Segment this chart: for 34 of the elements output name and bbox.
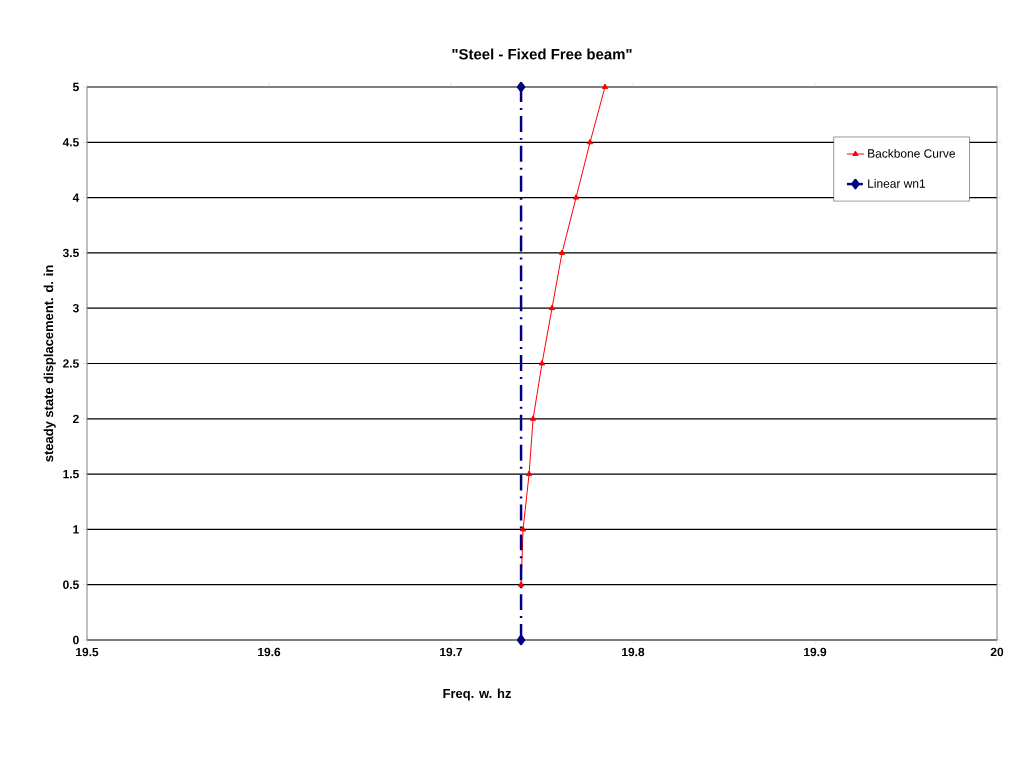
x-tick-label: 19.7 [440, 647, 463, 657]
x-tick-label: 19.5 [76, 647, 99, 657]
y-tick-label: 4 [72, 193, 80, 202]
point [538, 360, 546, 366]
point [519, 525, 527, 532]
point [517, 581, 525, 587]
point [558, 249, 566, 255]
point [586, 138, 594, 145]
y-tick-label: 0 [73, 635, 79, 645]
x-tick-label: 20 [990, 647, 1004, 657]
chart-title: "Steel - Fixed Free beam" [452, 48, 632, 60]
y-axis-title: steady state displacement. d. in [43, 265, 56, 462]
x-tick-label: 19.8 [622, 647, 645, 657]
y-tick-label: 4.5 [62, 138, 79, 147]
x-tick-label: 19.9 [804, 647, 827, 657]
legend-label: Backbone Curve [868, 148, 955, 158]
y-tick-label: 1.5 [63, 469, 79, 479]
x-tick-label: 19.6 [258, 647, 281, 657]
y-tick-label: 1 [73, 525, 79, 534]
point [548, 304, 556, 311]
y-tick-label: 3 [72, 303, 79, 313]
y-tick-label: 3.5 [62, 248, 79, 258]
point [516, 81, 526, 93]
point [572, 194, 580, 200]
y-tick-label: 5 [72, 82, 79, 92]
y-tick-label: 0.5 [63, 580, 79, 589]
point [516, 634, 526, 646]
legend-label: Linear wn1 [868, 179, 926, 188]
y-tick-label: 2.5 [63, 359, 79, 368]
x-axis-title: Freq. w. hz [443, 688, 511, 701]
point [530, 415, 537, 421]
y-tick-label: 2 [73, 414, 79, 423]
point [601, 83, 609, 89]
point [525, 470, 533, 477]
